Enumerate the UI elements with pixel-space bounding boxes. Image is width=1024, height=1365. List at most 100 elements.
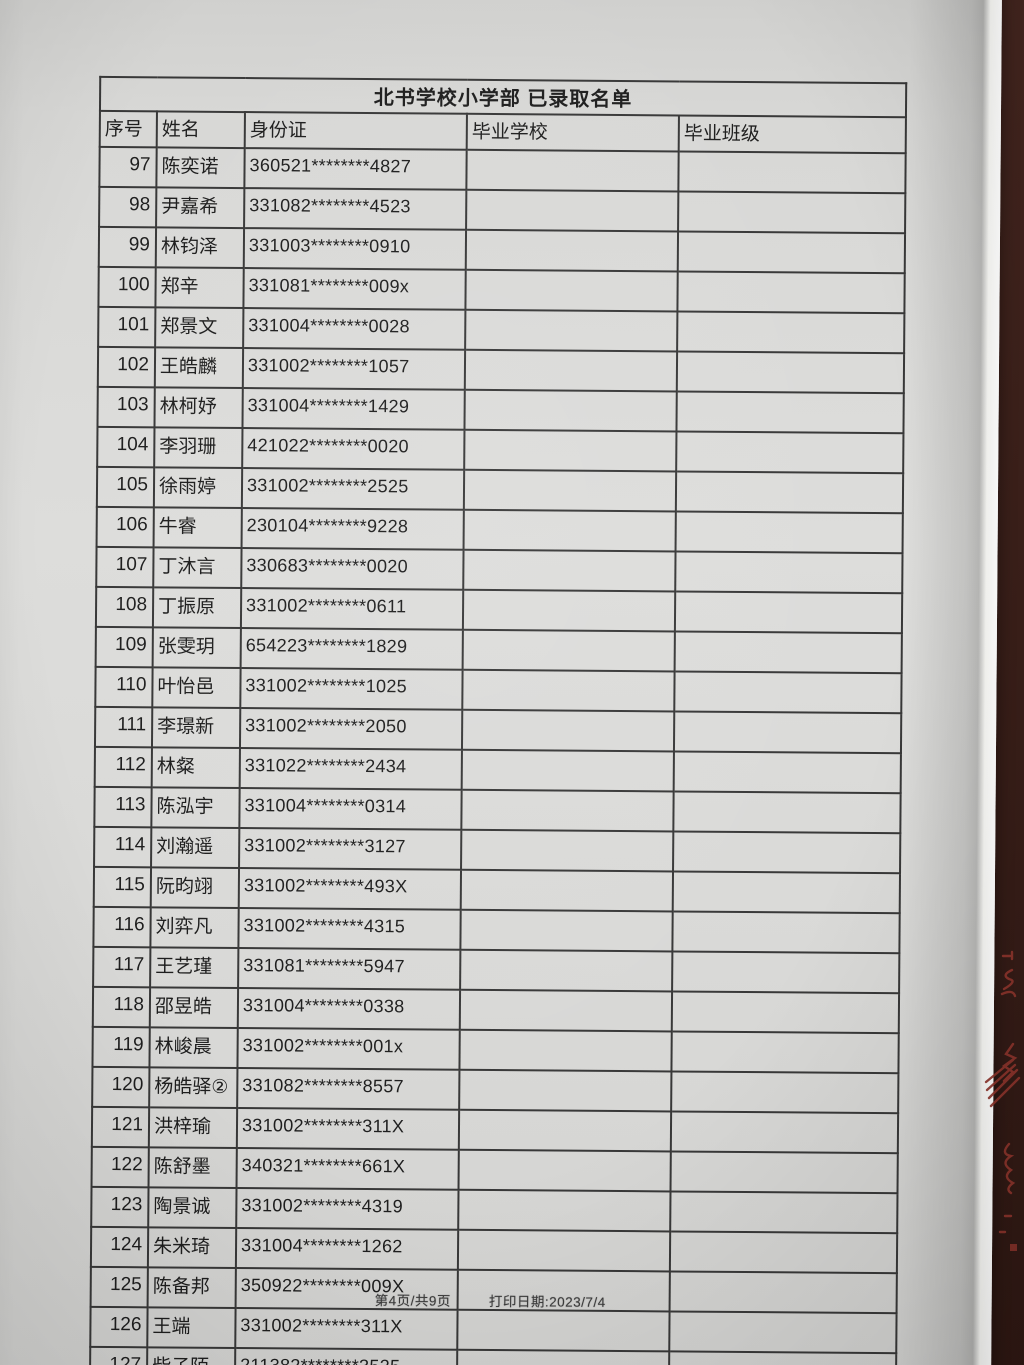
cell-id: 331002********1057 xyxy=(242,348,466,390)
cell-id: 331002********311X xyxy=(236,1108,460,1150)
cell-no: 98 xyxy=(99,186,157,228)
cell-school xyxy=(465,309,678,352)
cell-name: 陶景诚 xyxy=(148,1187,237,1229)
cell-no: 113 xyxy=(94,786,152,828)
cell-class xyxy=(671,991,900,1034)
cell-class xyxy=(678,191,906,234)
table-row: 121 洪梓瑜 331002********311X xyxy=(91,1106,899,1154)
cell-name: 柴子陌 xyxy=(146,1347,236,1365)
table-row: 107 丁沐言 330683********0020 xyxy=(96,546,903,594)
table-row: 102 王皓麟 331002********1057 xyxy=(97,346,905,394)
cell-name: 林钧泽 xyxy=(155,227,245,269)
cell-id: 331004********0314 xyxy=(239,788,462,830)
table-row: 118 邵昱皓 331004********0338 xyxy=(92,986,900,1034)
cell-school xyxy=(461,709,675,752)
cell-id: 331002********3127 xyxy=(239,828,462,870)
cell-school xyxy=(459,1029,672,1072)
cell-id: 421022********0020 xyxy=(242,428,465,470)
cell-id: 340321********661X xyxy=(236,1148,459,1190)
cell-no: 124 xyxy=(90,1226,149,1268)
cell-name: 郑辛 xyxy=(155,267,244,309)
cell-school xyxy=(463,549,676,592)
table-row: 98 尹嘉希 331082********4523 xyxy=(99,186,906,234)
cell-school xyxy=(461,749,674,792)
cell-name: 朱米琦 xyxy=(147,1227,237,1269)
cell-school xyxy=(462,629,675,672)
cell-class xyxy=(670,1151,898,1194)
cell-no: 100 xyxy=(98,266,156,308)
table-row: 120 杨皓驿② 331082********8557 xyxy=(92,1066,899,1114)
col-header-name: 姓名 xyxy=(156,111,245,149)
cell-school xyxy=(463,469,677,512)
table-row: 108 丁振原 331002********0611 xyxy=(95,586,903,634)
cell-name: 阮昀翊 xyxy=(150,867,240,909)
col-header-id: 身份证 xyxy=(244,112,467,150)
cell-name: 丁振原 xyxy=(152,587,242,629)
cell-no: 97 xyxy=(99,146,157,188)
cell-no: 99 xyxy=(98,226,157,268)
print-date: 打印日期:2023/7/4 xyxy=(488,1294,606,1310)
cell-name: 牛睿 xyxy=(153,507,242,549)
cell-name: 洪梓瑜 xyxy=(148,1107,238,1149)
cell-school xyxy=(456,1349,670,1365)
admission-table: 北书学校小学部 已录取名单 序号 姓名 身份证 毕业学校 毕业班级 97 陈奕诺 3… xyxy=(89,76,907,1365)
cell-class xyxy=(676,391,904,434)
cell-id: 331082********4523 xyxy=(244,188,467,230)
cell-school xyxy=(458,1189,671,1232)
cell-no: 111 xyxy=(94,706,153,748)
cell-class xyxy=(669,1311,897,1354)
col-header-class: 毕业班级 xyxy=(678,115,906,154)
cell-class xyxy=(677,231,906,274)
cell-no: 103 xyxy=(97,386,155,428)
table-row: 104 李羽珊 421022********0020 xyxy=(97,426,904,474)
cell-name: 王艺瑾 xyxy=(150,947,239,989)
cell-no: 127 xyxy=(89,1346,148,1365)
cell-class xyxy=(671,1031,899,1074)
table-row: 103 林柯妤 331004********1429 xyxy=(97,386,904,434)
cell-name: 徐雨婷 xyxy=(153,467,243,509)
cell-name: 杨皓驿② xyxy=(149,1067,238,1109)
table-row: 115 阮昀翊 331002********493X xyxy=(93,866,901,914)
table-row: 109 张雯玥 654223********1829 xyxy=(95,626,902,674)
cell-school xyxy=(457,1309,670,1352)
cell-no: 110 xyxy=(95,666,153,708)
cell-no: 116 xyxy=(93,906,151,948)
cell-name: 陈舒墨 xyxy=(148,1147,237,1189)
cell-name: 陈奕诺 xyxy=(156,147,245,189)
cell-name: 丁沐言 xyxy=(153,547,242,589)
cell-class xyxy=(672,951,900,994)
cell-school xyxy=(459,989,673,1032)
cell-class xyxy=(677,271,905,314)
cell-id: 331004********1429 xyxy=(242,388,465,430)
cell-name: 刘瀚遥 xyxy=(151,827,240,869)
cell-no: 115 xyxy=(93,866,152,908)
cell-name: 张雯玥 xyxy=(152,627,241,669)
cell-name: 叶怡邑 xyxy=(152,667,241,709)
cell-class xyxy=(675,551,903,594)
cell-name: 郑景文 xyxy=(155,307,244,349)
cell-id: 331082********8557 xyxy=(237,1068,460,1110)
cell-class xyxy=(669,1271,897,1314)
table-row: 123 陶景诚 331002********4319 xyxy=(91,1186,898,1234)
cell-no: 108 xyxy=(95,586,154,628)
cell-name: 林粲 xyxy=(151,747,240,789)
cell-school xyxy=(464,349,678,392)
cell-id: 360521********4827 xyxy=(244,148,467,190)
cell-school xyxy=(460,909,673,952)
table-row: 117 王艺瑾 331081********5947 xyxy=(93,946,900,994)
cell-id: 211382********3525 xyxy=(234,1348,458,1365)
cell-school xyxy=(462,669,675,712)
table-row: 114 刘瀚遥 331002********3127 xyxy=(94,826,901,874)
cell-id: 331004********0338 xyxy=(237,988,461,1030)
cell-id: 654223********1829 xyxy=(240,628,463,670)
table-row: 106 牛睿 230104********9228 xyxy=(96,506,903,554)
cell-id: 331002********1025 xyxy=(240,668,463,710)
table-row: 113 陈泓宇 331004********0314 xyxy=(94,786,901,834)
cell-no: 126 xyxy=(90,1306,148,1348)
cell-no: 109 xyxy=(95,626,153,668)
cell-class xyxy=(674,671,902,714)
cell-name: 刘弈凡 xyxy=(150,907,239,949)
cell-id: 331002********493X xyxy=(238,868,462,910)
cell-no: 101 xyxy=(98,306,156,348)
